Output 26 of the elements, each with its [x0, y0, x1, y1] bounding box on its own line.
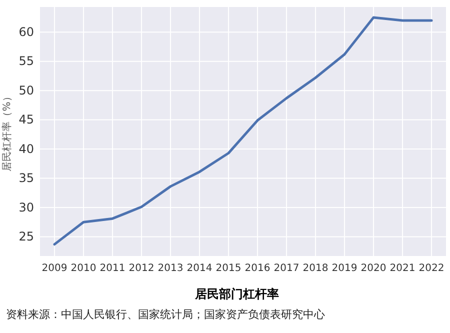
- x-tick-label: 2010: [70, 263, 96, 274]
- x-tick-label: 2018: [302, 263, 328, 274]
- y-tick-label: 45: [18, 112, 34, 127]
- text: 资料来源：中国人民银行、国家统计局；国家资产负债表研究中心: [6, 308, 325, 321]
- x-tick-label: 2015: [216, 263, 242, 274]
- y-axis-title: 居民杠杆率（%）: [1, 92, 13, 172]
- x-tick-label: 2014: [186, 263, 212, 274]
- y-tick-label: 25: [18, 230, 34, 244]
- y-tick-label: 40: [18, 142, 34, 156]
- x-tick-label: 2019: [332, 263, 358, 274]
- y-tick-label: 50: [18, 83, 34, 98]
- x-tick-label: 2022: [418, 263, 444, 274]
- x-tick-label: 2012: [128, 263, 154, 274]
- y-tick-label: 35: [18, 171, 34, 186]
- x-tick-label: 2009: [42, 263, 68, 274]
- x-tick-label: 2011: [100, 263, 126, 274]
- x-tick-label: 2021: [390, 263, 416, 274]
- x-tick-label: 2013: [158, 263, 184, 274]
- x-tick-label: 2020: [360, 263, 386, 274]
- y-tick-label: 60: [18, 24, 34, 39]
- text: 居民部门杠杆率: [194, 287, 279, 301]
- y-tick-label: 30: [18, 200, 34, 214]
- line-series: [53, 16, 433, 246]
- y-tick-label: 55: [18, 54, 34, 68]
- x-tick-label: 2016: [244, 263, 270, 274]
- x-tick-label: 2017: [274, 263, 300, 274]
